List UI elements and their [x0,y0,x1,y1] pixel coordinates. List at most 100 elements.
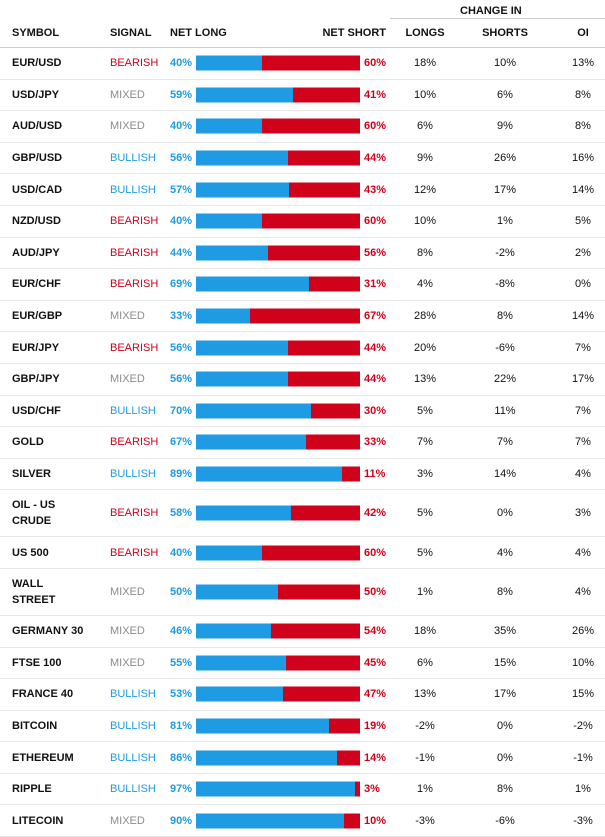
net-short-label: 44% [364,152,387,165]
longs-change: 4% [417,278,433,291]
long-bar [196,505,292,521]
net-short-header: NET SHORT [322,27,386,39]
long-bar [196,813,344,829]
oi-change: 7% [575,436,591,449]
short-bar [343,813,360,829]
long-bar [196,55,262,71]
short-bar [305,434,360,450]
signal: BEARISH [110,57,159,70]
net-long-label: 40% [170,57,193,70]
signal: MIXED [110,814,145,827]
shorts-change: 1% [497,215,513,228]
net-short-label: 19% [364,719,387,732]
net-short-label: 56% [364,246,387,259]
longs-change: 5% [417,507,433,520]
sentiment-bar [196,781,360,797]
short-bar [355,781,360,797]
table-row: GERMANY 30 MIXED 46% 54% 18% 35% 26% [0,616,605,648]
long-bar [196,87,293,103]
long-bar [196,371,288,387]
symbol: USD/CAD [12,183,63,196]
longs-header: LONGS [405,27,445,39]
table-row: ETHEREUM BULLISH 86% 14% -1% 0% -1% [0,742,605,774]
table-row: GBP/JPY MIXED 56% 44% 13% 22% 17% [0,364,605,396]
shorts-change: -8% [495,278,515,291]
long-bar [196,655,287,671]
net-long-label: 70% [170,404,193,417]
signal: BEARISH [110,278,159,291]
table-row: GOLD BEARISH 67% 33% 7% 7% 7% [0,427,605,459]
shorts-change: 0% [497,719,513,732]
signal: BULLISH [110,719,156,732]
oi-change: 10% [571,656,595,669]
symbol: LITECOIN [12,814,64,827]
sentiment-bar [196,87,360,103]
table-row: USD/CAD BULLISH 57% 43% 12% 17% 14% [0,174,605,206]
net-long-label: 55% [170,656,193,669]
symbol: RIPPLE [12,783,52,796]
signal: BEARISH [110,546,159,559]
sentiment-bar [196,505,360,521]
short-bar [271,623,360,639]
table-header: CHANGE IN SYMBOL SIGNAL NET LONG NET SHO… [0,0,605,48]
sentiment-bar [196,623,360,639]
oi-change: 0% [575,278,591,291]
table-row: FTSE 100 MIXED 55% 45% 6% 15% 10% [0,648,605,680]
oi-change: 14% [571,310,595,323]
oi-header: OI [577,27,589,39]
signal: MIXED [110,88,145,101]
sentiment-bar [196,718,360,734]
signal: BEARISH [110,436,159,449]
long-bar [196,403,311,419]
net-short-label: 41% [364,88,387,101]
net-long-label: 57% [170,183,193,196]
header-rule [390,18,605,19]
longs-change: 9% [417,152,433,165]
table-row: USD/CHF BULLISH 70% 30% 5% 11% 7% [0,396,605,428]
shorts-change: 0% [497,751,513,764]
net-long-label: 40% [170,546,193,559]
net-long-label: 56% [170,373,193,386]
net-short-label: 42% [364,507,387,520]
symbol: BITCOIN [12,719,58,732]
table-row: GBP/USD BULLISH 56% 44% 9% 26% 16% [0,143,605,175]
signal: MIXED [110,625,145,638]
longs-change: 6% [417,656,433,669]
net-short-label: 54% [364,625,387,638]
sentiment-bar [196,150,360,166]
longs-change: 6% [417,120,433,133]
symbol: FRANCE 40 [12,688,74,701]
net-short-label: 60% [364,120,387,133]
net-long-label: 89% [170,468,193,481]
table-row: US 500 BEARISH 40% 60% 5% 4% 4% [0,537,605,569]
symbol: EUR/JPY [12,341,60,354]
signal: MIXED [110,310,145,323]
net-long-label: 90% [170,814,193,827]
net-long-label: 58% [170,507,193,520]
oi-change: 2% [575,246,591,259]
short-bar [282,686,360,702]
table-row: EUR/JPY BEARISH 56% 44% 20% -6% 7% [0,332,605,364]
symbol: USD/CHF [12,404,61,417]
symbol: US 500 [12,546,49,559]
long-bar [196,584,278,600]
oi-change: 4% [575,546,591,559]
table-body: EUR/USD BEARISH 40% 60% 18% 10% 13% USD/JPY MIXE… [0,48,605,837]
short-bar [287,371,360,387]
net-short-label: 60% [364,546,387,559]
sentiment-bar [196,118,360,134]
long-bar [196,781,356,797]
symbol: NZD/USD [12,215,61,228]
net-long-label: 40% [170,120,193,133]
shorts-change: 10% [493,57,517,70]
net-short-label: 14% [364,751,387,764]
symbol: EUR/USD [12,57,62,70]
symbol: GOLD [12,436,44,449]
long-bar [196,686,283,702]
oi-change: -3% [573,814,593,827]
oi-change: 16% [571,152,595,165]
longs-change: 1% [417,783,433,796]
symbol: AUD/USD [12,120,63,133]
oi-change: 4% [575,468,591,481]
